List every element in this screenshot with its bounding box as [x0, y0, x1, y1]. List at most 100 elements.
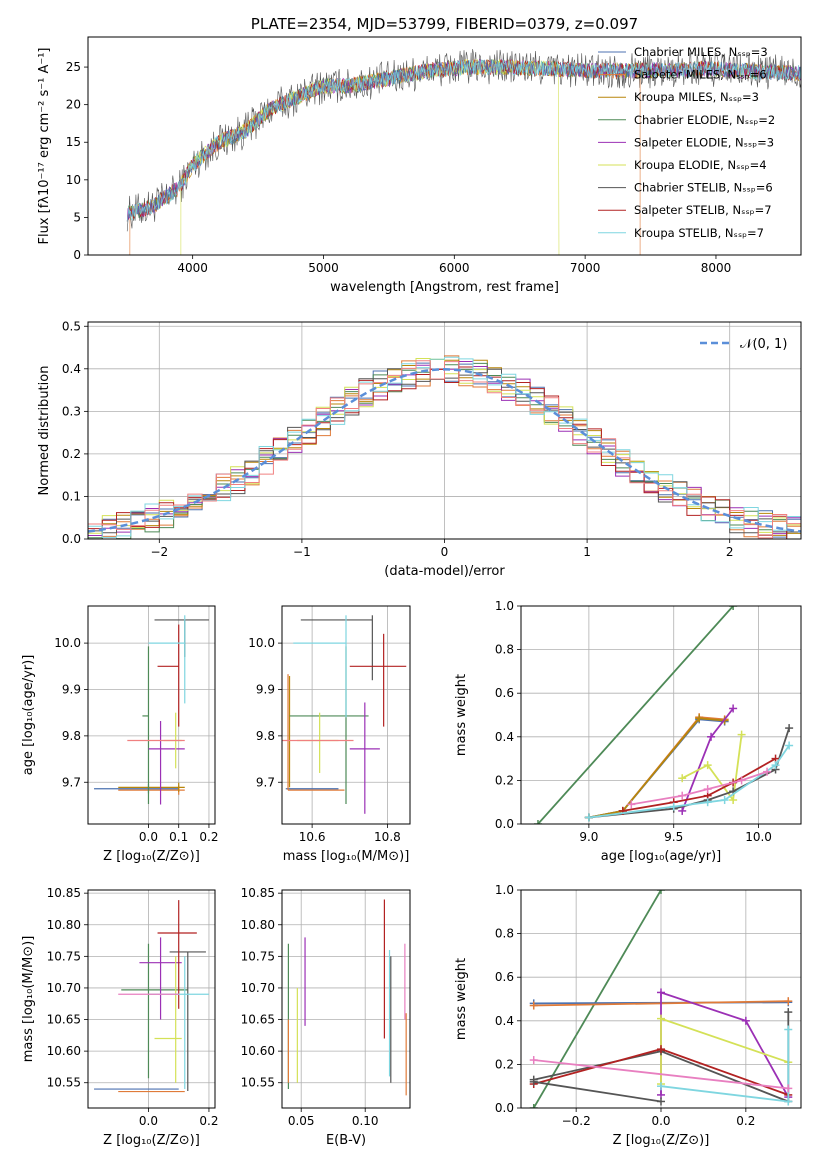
- y-tick-label: 0.2: [495, 1057, 514, 1071]
- y-tick-label: 5: [73, 210, 81, 224]
- series-marker: [657, 988, 665, 997]
- series-marker: [729, 606, 738, 610]
- x-tick-label: 1: [583, 545, 591, 559]
- y-tick-label: 10.80: [47, 918, 81, 932]
- x-axis-label: mass [log₁₀(M/M⊙)]: [283, 849, 410, 864]
- y-tick-label: 10.85: [47, 886, 81, 900]
- series-marker: [657, 1082, 665, 1091]
- y-tick-label: 10.55: [241, 1076, 275, 1090]
- series-marker: [529, 1001, 538, 1010]
- legend-entry: 𝒩(0, 1): [740, 337, 787, 352]
- y-tick-label: 25: [66, 60, 81, 74]
- y-tick-label: 10.70: [47, 981, 81, 995]
- series-marker: [657, 890, 665, 894]
- series-marker: [763, 767, 772, 776]
- series-marker: [703, 761, 712, 770]
- series-marker: [737, 776, 746, 785]
- x-tick-label: −1: [293, 545, 311, 559]
- mass-vs-ebv-panel: 0.05 0.10 10.55 10.60 10.65 10.70 10.75 10.80 10…: [241, 886, 411, 1148]
- series-marker: [741, 1016, 750, 1025]
- error-bars: [287, 899, 407, 1096]
- x-axis-label: (data-model)/error: [384, 564, 505, 579]
- legend-entry: Kroupa STELIB, Nₛₛₚ=7: [634, 226, 764, 240]
- x-tick-label: 0.05: [288, 1114, 315, 1128]
- age-vs-mass-panel: 10.6 10.8 9.7 9.8 9.9 10.0 mass [log₁₀(M/M⊙)]: [248, 605, 411, 864]
- series-marker: [533, 820, 542, 824]
- x-tick-label: 10.6: [299, 830, 326, 844]
- error-bar-salpeter_elodie: [148, 721, 185, 805]
- series-marker: [771, 761, 780, 770]
- y-tick-label: 10.60: [47, 1044, 81, 1058]
- series-line-kroupa_stelib: [588, 744, 790, 819]
- x-tick-label: 0.0: [139, 1114, 158, 1128]
- series-marker: [657, 1097, 665, 1106]
- series-marker: [729, 704, 738, 713]
- y-tick-label: 9.9: [256, 682, 275, 696]
- y-tick-label: 10.65: [47, 1013, 81, 1027]
- grid: [88, 890, 215, 1108]
- x-axis-label: E(B-V): [326, 1133, 366, 1148]
- y-tick-label: 0.5: [62, 319, 81, 333]
- error-bar-chabrier_elodie: [121, 943, 188, 1079]
- y-tick-label: 0.8: [495, 643, 514, 657]
- x-tick-label: 0: [441, 545, 449, 559]
- series-lines: [533, 606, 794, 824]
- x-tick-label: 0.2: [199, 830, 218, 844]
- x-tick-label: −2: [150, 545, 168, 559]
- series-marker: [678, 791, 687, 800]
- y-tick-label: 0.0: [62, 532, 81, 546]
- y-tick-label: 0.1: [62, 489, 81, 503]
- series-marker: [784, 1025, 793, 1034]
- x-tick-label: 0.2: [199, 1114, 218, 1128]
- axes-frame: [281, 605, 411, 825]
- y-tick-label: 0.4: [495, 1014, 514, 1028]
- series-marker: [695, 714, 704, 723]
- y-tick-label: 0.6: [495, 970, 514, 984]
- chart-title: PLATE=2354, MJD=53799, FIBERID=0379, z=0…: [251, 15, 638, 33]
- error-bar-kroupa_stelib: [148, 615, 186, 704]
- axes-frame: [520, 605, 802, 825]
- error-bar-chabrier_stelib: [154, 619, 209, 658]
- series-marker: [785, 741, 794, 750]
- y-tick-label: 9.7: [256, 775, 275, 789]
- y-tick-label: 9.9: [62, 682, 81, 696]
- legend-entry: Chabrier STELIB, Nₛₛₚ=6: [634, 181, 773, 195]
- series-marker: [627, 800, 636, 809]
- axes-frame: [520, 889, 802, 1109]
- axes-frame: [87, 321, 802, 540]
- y-tick-label: 0.4: [62, 362, 81, 376]
- y-axis-label: mass weight: [454, 958, 469, 1040]
- error-bars: [282, 615, 407, 814]
- y-axis-label: mass [log₁₀(M/M⊙)]: [21, 936, 36, 1063]
- age-vs-metallicity-panel: 0.0 0.1 0.2 9.7 9.8 9.9 10.0 Z [log₁₀(Z/Z⊙)] age…: [21, 605, 218, 864]
- x-tick-label: 6000: [439, 261, 470, 275]
- y-tick-label: 0.3: [62, 404, 81, 418]
- axes-frame: [87, 36, 802, 256]
- y-tick-label: 10.70: [241, 981, 275, 995]
- series-marker: [784, 1084, 793, 1093]
- x-tick-label: 7000: [570, 261, 601, 275]
- y-axis-label: Flux [fλ10⁻¹⁷ erg cm⁻² s⁻¹ A⁻¹]: [37, 48, 52, 245]
- y-tick-label: 10: [66, 173, 81, 187]
- axes-frame: [87, 889, 216, 1109]
- y-tick-label: 10.80: [241, 918, 275, 932]
- y-tick-label: 1.0: [495, 883, 514, 897]
- series-marker: [729, 796, 738, 805]
- series-line-chabrier_elodie: [532, 890, 662, 1108]
- error-bar-kroupa_elodie: [297, 712, 339, 773]
- error-bar-chabrier_elodie: [289, 646, 369, 805]
- y-tick-label: 15: [66, 135, 81, 149]
- axes-frame: [281, 889, 411, 1109]
- error-bar-kroupa_miles: [118, 782, 185, 792]
- series-marker: [703, 798, 712, 807]
- y-tick-label: 20: [66, 98, 81, 112]
- series-marker: [720, 796, 729, 805]
- legend-entry: Salpeter ELODIE, Nₛₛₚ=3: [634, 135, 774, 149]
- series-line-pink: [533, 1059, 789, 1090]
- x-tick-label: 0.0: [139, 830, 158, 844]
- error-bar-kroupa_elodie: [154, 956, 182, 1083]
- series-line-kroupa_elodie: [660, 1017, 789, 1084]
- grid: [282, 890, 410, 1108]
- y-tick-label: 10.75: [47, 949, 81, 963]
